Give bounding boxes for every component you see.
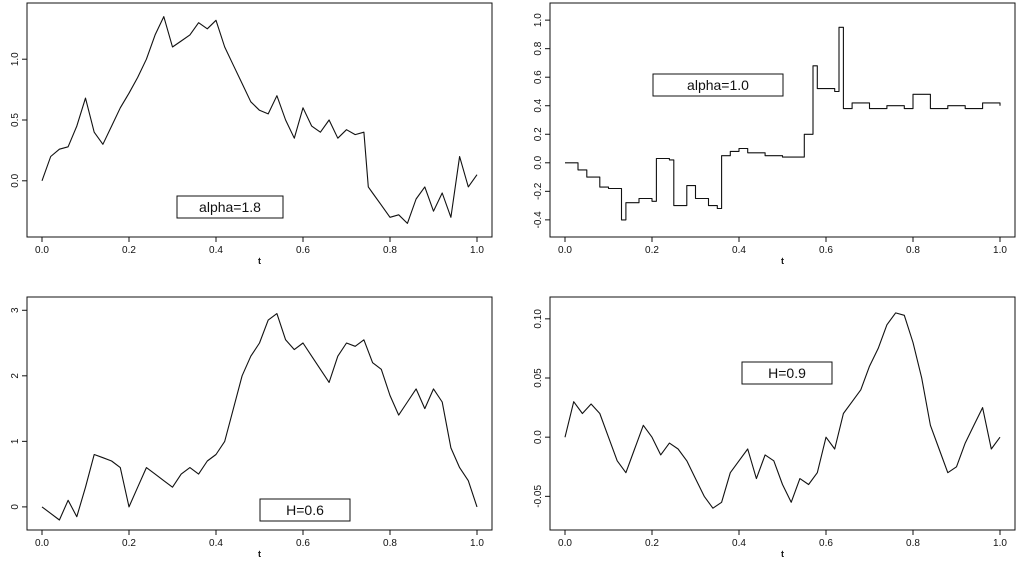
- x-tick-label: 0.8: [383, 538, 397, 549]
- y-tick-label: 0.0: [533, 155, 544, 169]
- x-tick-label: 0.6: [819, 245, 833, 256]
- x-tick-label: 0.4: [732, 538, 746, 549]
- x-tick-label: 0.4: [209, 538, 223, 549]
- x-tick-label: 1.0: [993, 245, 1007, 256]
- x-tick-label: 1.0: [470, 245, 484, 256]
- x-axis-label: t: [781, 549, 784, 559]
- x-tick-label: 0.8: [383, 245, 397, 256]
- chart-panel-3: 0.0 0.2 0.4 0.6 0.8 1.0 0 1 2 3 t H=0.6: [10, 296, 493, 559]
- y-tick-label: 2: [10, 373, 21, 379]
- x-tick-label: 0.6: [296, 538, 310, 549]
- x-tick-label: 0.6: [819, 538, 833, 549]
- y-tick-label: 0.0: [533, 430, 544, 444]
- y-tick-label: 0.5: [10, 113, 21, 127]
- annotation-label: H=0.6: [286, 502, 324, 518]
- chart-panel-2: 0.0 0.2 0.4 0.6 0.8 1.0 -0.4 -0.2 0.0 0.2 0.4 0.6 0.…: [533, 2, 1016, 266]
- x-tick-label: 1.0: [993, 538, 1007, 549]
- annotation-box: [176, 195, 284, 219]
- y-tick-label: -0.4: [533, 211, 544, 229]
- y-tick-label: 1: [10, 438, 21, 444]
- x-tick-label: 0.2: [122, 538, 136, 549]
- y-tick-label: 0.8: [533, 41, 544, 55]
- y-tick-label: 1.0: [533, 13, 544, 27]
- x-axis-label: t: [781, 256, 784, 266]
- annotation-box: [741, 361, 833, 385]
- x-tick-label: 0.2: [645, 245, 659, 256]
- x-axis-label: t: [258, 549, 261, 559]
- x-tick-label: 1.0: [470, 538, 484, 549]
- y-tick-label: 0.10: [533, 309, 544, 329]
- y-tick-label: 0.2: [533, 127, 544, 141]
- chart-panel-4: 0.0 0.2 0.4 0.6 0.8 1.0 -0.05 0.0 0.05 0.10 t H=0.9: [533, 296, 1016, 559]
- series-line: [564, 312, 1001, 509]
- series-line: [41, 313, 478, 521]
- x-tick-label: 0.0: [558, 538, 572, 549]
- x-tick-label: 0.8: [906, 245, 920, 256]
- y-tick-label: 0: [10, 504, 21, 510]
- x-tick-label: 0.0: [35, 538, 49, 549]
- series-line: [565, 26, 1001, 221]
- annotation-label: alpha=1.8: [199, 199, 261, 215]
- y-tick-label: 0.4: [533, 98, 544, 112]
- y-tick-label: -0.2: [533, 182, 544, 200]
- x-tick-label: 0.4: [209, 245, 223, 256]
- annotation-label: H=0.9: [768, 365, 806, 381]
- y-tick-label: 0.0: [10, 173, 21, 187]
- x-axis-label: t: [258, 256, 261, 266]
- x-tick-label: 0.6: [296, 245, 310, 256]
- x-tick-label: 0.0: [35, 245, 49, 256]
- y-tick-label: 0.6: [533, 70, 544, 84]
- chart-panel-1: 0.0 0.2 0.4 0.6 0.8 1.0 0.0 0.5 1.0 t alpha=1.8: [10, 2, 493, 266]
- annotation-box: [259, 498, 351, 522]
- x-tick-label: 0.4: [732, 245, 746, 256]
- x-tick-label: 0.2: [122, 245, 136, 256]
- plot-frame: [549, 296, 1016, 531]
- y-tick-label: -0.05: [533, 485, 544, 508]
- series-line: [41, 16, 478, 224]
- annotation-label: alpha=1.0: [687, 77, 749, 93]
- plot-frame: [26, 296, 493, 531]
- y-tick-label: 0.05: [533, 368, 544, 388]
- plot-frame: [549, 2, 1016, 238]
- annotation-box: [652, 73, 784, 97]
- y-tick-label: 3: [10, 307, 21, 313]
- y-tick-label: 1.0: [10, 52, 21, 66]
- x-tick-label: 0.2: [645, 538, 659, 549]
- x-tick-label: 0.8: [906, 538, 920, 549]
- x-tick-label: 0.0: [558, 245, 572, 256]
